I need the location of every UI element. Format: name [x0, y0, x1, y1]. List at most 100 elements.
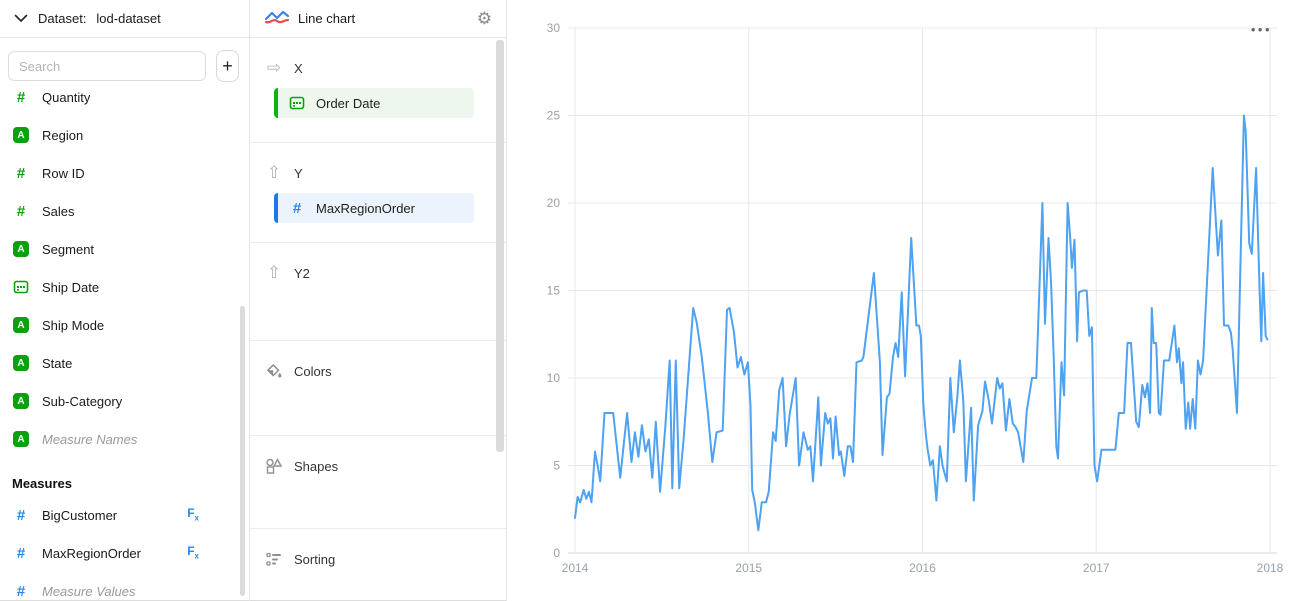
- field-type-a-icon: A: [12, 317, 30, 333]
- field-type-a-icon: A: [12, 127, 30, 143]
- chart-type-header[interactable]: Line chart ⚙: [250, 0, 506, 38]
- formula-fx-icon: Fx: [187, 506, 199, 523]
- section-title-y[interactable]: ⇧ Y: [250, 161, 506, 185]
- arrow-up-icon: ⇧: [266, 163, 282, 182]
- section-label: Y2: [294, 265, 310, 281]
- field-type-a-icon: A: [12, 431, 30, 447]
- field-label: Measure Names: [42, 431, 138, 447]
- chart-panel: ••• 0 5 10 15 20 25 30 2014 2015 2016 2017 2018: [507, 0, 1290, 601]
- chip-accent-bar: [274, 88, 278, 118]
- x-tick-label: 2018: [1257, 561, 1284, 575]
- hash-icon: #: [16, 202, 26, 220]
- calendar-icon: [288, 95, 306, 111]
- dimensions-list: # Quantity A Region # Row ID # Sales A Segment Sh…: [0, 78, 249, 458]
- chart-config-panel: Line chart ⚙ ⇨ X Order Date ⇧ Y # MaxRegio…: [250, 0, 507, 601]
- add-field-button[interactable]: +: [216, 50, 239, 82]
- dataset-name: lod-dataset: [96, 11, 161, 26]
- chip-label: Order Date: [316, 95, 381, 111]
- left-panel-scrollbar[interactable]: [240, 306, 245, 596]
- field-item-row-id[interactable]: # Row ID: [0, 154, 249, 192]
- y-tick-label: 10: [547, 371, 561, 385]
- field-type-a-icon: A: [12, 355, 30, 371]
- config-section-sorting: Sorting: [250, 529, 506, 601]
- hash-icon: #: [16, 506, 26, 524]
- arrow-up-icon: ⇧: [266, 263, 282, 282]
- field-chip-order-date[interactable]: Order Date: [274, 88, 474, 118]
- section-title-y2[interactable]: ⇧ Y2: [250, 261, 506, 285]
- y-tick-label: 0: [553, 546, 560, 560]
- line-chart-plot: 0 5 10 15 20 25 30 2014 2015 2016 2017 2018: [547, 21, 1284, 575]
- field-label: Measure Values: [42, 583, 136, 599]
- search-row: +: [8, 50, 239, 82]
- section-title-sorting[interactable]: Sorting: [250, 547, 506, 571]
- hash-icon: #: [16, 544, 26, 562]
- hash-icon: #: [16, 582, 26, 600]
- chip-accent-bar: [274, 193, 278, 223]
- field-label: Quantity: [42, 89, 91, 105]
- chip-label: MaxRegionOrder: [316, 200, 415, 216]
- sorting-icon: [264, 551, 284, 567]
- field-item-ship-date[interactable]: Ship Date: [0, 268, 249, 306]
- field-item-quantity[interactable]: # Quantity: [0, 78, 249, 116]
- x-tick-label: 2017: [1083, 561, 1110, 575]
- field-label: Row ID: [42, 165, 85, 181]
- field-type-a-icon: A: [12, 241, 30, 257]
- dataset-header[interactable]: Dataset: lod-dataset: [0, 0, 249, 38]
- section-label: Shapes: [294, 458, 339, 474]
- search-input[interactable]: [8, 51, 206, 81]
- field-item-segment[interactable]: A Segment: [0, 230, 249, 268]
- field-chip-maxregionorder[interactable]: # MaxRegionOrder: [274, 193, 474, 223]
- section-label: Y: [294, 165, 303, 181]
- field-type-a-icon: A: [12, 393, 30, 409]
- field-item-bigcustomer[interactable]: # BigCustomer Fx: [0, 496, 249, 534]
- dataset-panel: Dataset: lod-dataset + #QuantityARegion#…: [0, 0, 250, 601]
- field-item-measure-values[interactable]: # Measure Values: [0, 572, 249, 601]
- field-label: MaxRegionOrder: [42, 545, 141, 561]
- y-tick-label: 30: [547, 21, 561, 35]
- section-fields: # MaxRegionOrder: [250, 185, 506, 223]
- field-item-maxregionorder[interactable]: # MaxRegionOrder Fx: [0, 534, 249, 572]
- calendar-icon: [12, 279, 30, 295]
- x-tick-label: 2015: [735, 561, 762, 575]
- section-label: X: [294, 60, 303, 76]
- series-line-maxregionorder[interactable]: [574, 114, 1269, 532]
- section-title-x[interactable]: ⇨ X: [250, 56, 506, 80]
- measures-list: # BigCustomer Fx # MaxRegionOrder Fx # Measure …: [0, 496, 249, 601]
- hash-icon: #: [292, 199, 302, 217]
- y-tick-label: 15: [547, 284, 561, 298]
- config-section-shapes: Shapes: [250, 436, 506, 529]
- shapes-icon: [264, 458, 284, 474]
- settings-gear-icon[interactable]: ⚙: [476, 8, 492, 28]
- config-sections: ⇨ X Order Date ⇧ Y # MaxRegionOrder ⇧ Y2 Co…: [250, 38, 506, 601]
- line-chart-icon: [264, 8, 290, 29]
- field-label: BigCustomer: [42, 507, 118, 523]
- field-label: State: [42, 355, 73, 371]
- field-item-sub-category[interactable]: A Sub-Category: [0, 382, 249, 420]
- measures-section-header: Measures: [12, 476, 72, 491]
- config-panel-scrollbar[interactable]: [496, 40, 504, 452]
- hash-icon: #: [16, 88, 26, 106]
- section-label: Colors: [294, 363, 332, 379]
- x-tick-label: 2014: [562, 561, 589, 575]
- y-tick-label: 25: [547, 109, 561, 123]
- field-item-region[interactable]: A Region: [0, 116, 249, 154]
- field-label: Ship Date: [42, 279, 100, 295]
- field-item-ship-mode[interactable]: A Ship Mode: [0, 306, 249, 344]
- chart-menu-button[interactable]: •••: [1250, 22, 1272, 37]
- field-item-state[interactable]: A State: [0, 344, 249, 382]
- field-item-measure-names[interactable]: A Measure Names: [0, 420, 249, 458]
- section-title-colors[interactable]: Colors: [250, 359, 506, 383]
- field-label: Sales: [42, 203, 75, 219]
- field-item-sales[interactable]: # Sales: [0, 192, 249, 230]
- y-tick-label: 20: [547, 196, 561, 210]
- hash-icon: #: [16, 164, 26, 182]
- arrow-right-icon: ⇨: [266, 58, 282, 77]
- y-tick-label: 5: [553, 459, 560, 473]
- config-section-y: ⇧ Y # MaxRegionOrder: [250, 143, 506, 243]
- formula-fx-icon: Fx: [187, 544, 199, 561]
- config-section-colors: Colors: [250, 341, 506, 436]
- x-tick-label: 2016: [909, 561, 936, 575]
- section-title-shapes[interactable]: Shapes: [250, 454, 506, 478]
- colors-icon: [264, 363, 284, 379]
